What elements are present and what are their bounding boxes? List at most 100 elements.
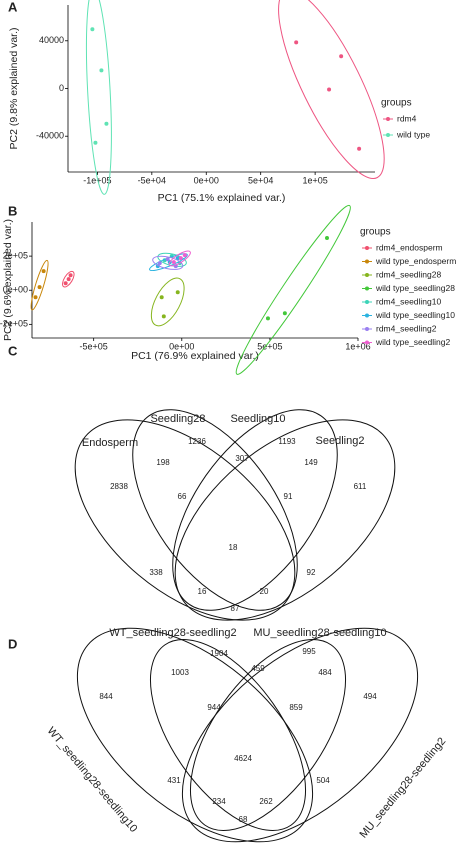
group-ellipse (150, 277, 185, 327)
x-tick-label: -5e+04 (138, 175, 166, 185)
region-count: 234 (212, 797, 226, 806)
point (66, 277, 71, 282)
x-tick-label: 5e+04 (248, 175, 273, 185)
legend-label: rdm4_seedling2 (376, 323, 437, 333)
set-ellipse (149, 639, 307, 831)
point (41, 269, 46, 274)
legend-key-dot (365, 259, 369, 264)
set-ellipse (172, 409, 338, 611)
set-ellipse (181, 627, 419, 843)
region-count: 91 (284, 492, 293, 501)
legend-key-dot (365, 327, 369, 331)
point (63, 281, 68, 286)
region-count: 66 (178, 492, 187, 501)
legend-key-dot (365, 286, 369, 291)
region-count: 338 (149, 568, 163, 577)
set-label: Seedling10 (230, 413, 285, 425)
y-axis-label: PC2 (9.6% explained var.) (2, 219, 14, 341)
point (157, 261, 162, 266)
legend-title: groups (360, 227, 391, 238)
x-tick-label: 0e+00 (169, 341, 194, 351)
region-count: 2838 (110, 482, 128, 491)
legend-title: groups (381, 98, 412, 109)
region-count: 16 (198, 587, 207, 596)
region-count: 18 (229, 543, 238, 552)
region-count: 92 (307, 568, 316, 577)
point (175, 290, 180, 295)
legend-key-dot (386, 133, 390, 137)
region-count: 1236 (188, 437, 206, 446)
point (93, 140, 98, 145)
point (161, 314, 166, 319)
panel-label: C (8, 343, 18, 358)
y-tick-label: -40000 (36, 131, 64, 141)
set-label: Seedling28 (150, 413, 205, 425)
y-tick-label: 2e+05 (3, 250, 28, 260)
group-ellipse (168, 250, 191, 267)
region-count: 494 (363, 692, 377, 701)
y-tick-label: -2e+05 (0, 319, 28, 329)
x-tick-label: -5e+05 (80, 341, 108, 351)
legend-label: wild type_seedling2 (375, 337, 450, 347)
point (294, 40, 299, 45)
set-label: MU_seedling28-seedling2 (357, 735, 448, 840)
set-ellipse (189, 639, 347, 831)
point (159, 295, 164, 300)
point (90, 27, 95, 32)
legend-key-dot (365, 273, 369, 277)
set-label: Seedling2 (316, 435, 365, 447)
region-count: 611 (354, 482, 367, 491)
legend-key-dot (365, 300, 369, 304)
region-count: 431 (167, 776, 181, 785)
legend-key-dot (386, 117, 390, 121)
set-ellipse (132, 409, 298, 611)
panel-label: A (8, 0, 18, 14)
group-ellipse (62, 270, 75, 288)
point (339, 54, 344, 59)
region-count: 459 (251, 664, 265, 673)
region-count: 1193 (278, 437, 296, 446)
point (327, 87, 332, 92)
group-ellipse (30, 259, 49, 311)
region-count: 944 (207, 703, 221, 712)
point (33, 295, 38, 300)
x-tick-label: 0e+00 (194, 175, 219, 185)
region-count: 87 (231, 604, 240, 613)
x-tick-label: 1e+05 (302, 175, 327, 185)
point (171, 260, 176, 265)
legend-label: wild type (396, 129, 430, 139)
x-axis-label: PC1 (76.9% explained var.) (131, 350, 259, 362)
y-tick-label: 0 (59, 83, 64, 93)
legend-key-dot (365, 246, 369, 250)
x-tick-label: 5e+05 (257, 341, 282, 351)
legend-label: rdm4_seedling28 (376, 269, 441, 279)
point (175, 256, 180, 261)
set-label: WT_seedling28-seedling2 (109, 627, 236, 639)
region-count: 504 (316, 776, 330, 785)
point (282, 311, 287, 316)
legend-label: rdm4 (397, 113, 417, 123)
region-count: 149 (304, 458, 318, 467)
group-ellipse (85, 0, 112, 195)
group-ellipse (152, 255, 184, 270)
region-count: 68 (239, 815, 248, 824)
region-count: 4624 (234, 754, 252, 763)
panel-label: D (8, 636, 17, 651)
set-ellipse (76, 627, 314, 843)
region-count: 198 (156, 458, 170, 467)
set-ellipse (74, 419, 296, 621)
point (99, 68, 104, 73)
group-ellipse (278, 0, 385, 180)
region-count: 262 (259, 797, 273, 806)
region-count: 1003 (171, 668, 189, 677)
legend-label: rdm4_seedling10 (376, 296, 441, 306)
point (182, 253, 187, 258)
set-label: WT_seedling28-seedling10 (45, 725, 140, 835)
legend-label: wild type_seedling10 (375, 310, 455, 320)
x-axis-label: PC1 (75.1% explained var.) (158, 192, 286, 204)
y-tick-label: 40000 (39, 35, 64, 45)
legend-label: rdm4_endosperm (376, 242, 443, 252)
set-label: MU_seedling28-seedling10 (253, 627, 386, 639)
region-count: 995 (302, 647, 316, 656)
